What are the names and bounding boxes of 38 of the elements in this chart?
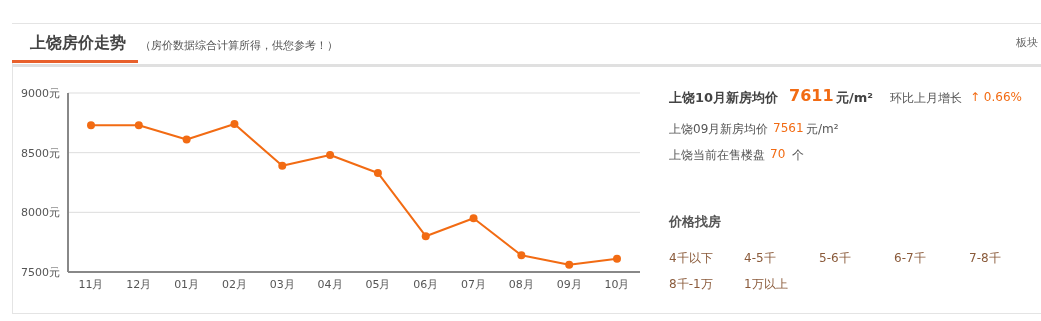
x-tick-label: 07月: [461, 277, 487, 291]
x-tick-label: 08月: [508, 277, 534, 291]
y-tick-label: 9000元: [21, 86, 60, 100]
text: 1万以上: [744, 276, 788, 293]
text: 上饶10月新房均价: [669, 89, 779, 107]
text: 上饶当前在售楼盘: [669, 147, 765, 164]
y-tick-label: 8000元: [21, 206, 60, 220]
text: 板块: [1016, 35, 1038, 50]
text: 5-6千: [819, 250, 851, 267]
x-tick-label: 01月: [174, 277, 200, 291]
text: 7-8千: [969, 250, 1001, 267]
x-tick-label: 09月: [556, 277, 582, 291]
x-tick-label: 12月: [126, 277, 152, 291]
x-tick-label: 11月: [78, 277, 104, 291]
text: 7561: [773, 121, 804, 135]
text: ↑ 0.66%: [970, 90, 1022, 104]
y-tick-label: 7500元: [21, 265, 60, 279]
x-tick-label: 03月: [269, 277, 295, 291]
chart-subtitle: （房价数据综合计算所得，供您参考！）: [140, 38, 338, 53]
text: 7611: [789, 86, 834, 105]
x-tick-label: 05月: [365, 277, 391, 291]
text: 价格找房: [669, 213, 721, 231]
x-tick-label: 10月: [604, 277, 630, 291]
x-tick-label: 02月: [221, 277, 247, 291]
text: 4-5千: [744, 250, 776, 267]
y-tick-label: 8500元: [21, 146, 60, 160]
text: 6-7千: [894, 250, 926, 267]
text: 环比上月增长: [890, 90, 962, 107]
x-tick-label: 04月: [317, 277, 343, 291]
text: 元/m²: [836, 89, 873, 107]
text: 4千以下: [669, 250, 713, 267]
x-tick-label: 06月: [413, 277, 439, 291]
chart-title: 上饶房价走势: [30, 33, 126, 54]
text: 8千-1万: [669, 276, 713, 293]
text: 上饶09月新房均价: [669, 121, 769, 138]
text: 个: [792, 147, 804, 164]
text: 元/m²: [806, 121, 839, 138]
text: 70: [770, 147, 786, 161]
